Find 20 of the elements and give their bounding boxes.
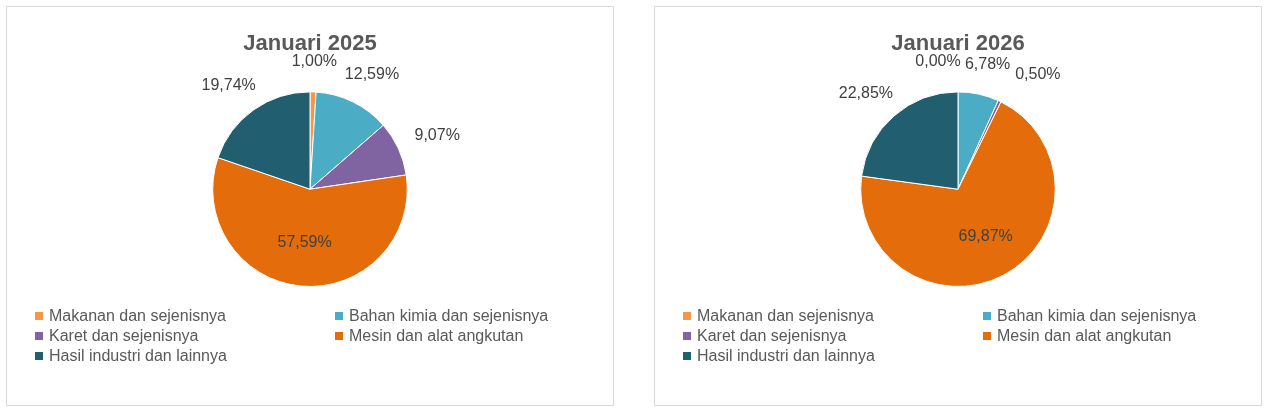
data-label: 12,59% [344, 65, 400, 83]
legend-label: Hasil industri dan lainnya [697, 347, 875, 365]
legend-label: Karet dan sejenisnya [697, 327, 847, 345]
data-label: 69,87% [958, 226, 1013, 244]
data-label: 22,85% [838, 83, 894, 101]
data-label: 6,78% [964, 55, 1011, 73]
data-label: 19,74% [201, 76, 256, 94]
legend-label: Makanan dan sejenisnya [49, 307, 227, 325]
legend-label: Mesin dan alat angkutan [349, 327, 524, 345]
data-label: 0,50% [1015, 64, 1061, 82]
data-label: 1,00% [291, 52, 338, 70]
legend-label: Makanan dan sejenisnya [697, 307, 875, 325]
legend-label: Hasil industri dan lainnya [49, 347, 227, 365]
data-label: 9,07% [414, 126, 460, 144]
legend-label: Bahan kimia dan sejenisnya [349, 307, 549, 325]
legend-label: Bahan kimia dan sejenisnya [997, 307, 1197, 325]
legend-label: Mesin dan alat angkutan [997, 327, 1172, 345]
text: 0,00% [915, 52, 961, 70]
data-label: 57,59% [277, 232, 332, 250]
legend-label: Karet dan sejenisnya [49, 327, 199, 345]
